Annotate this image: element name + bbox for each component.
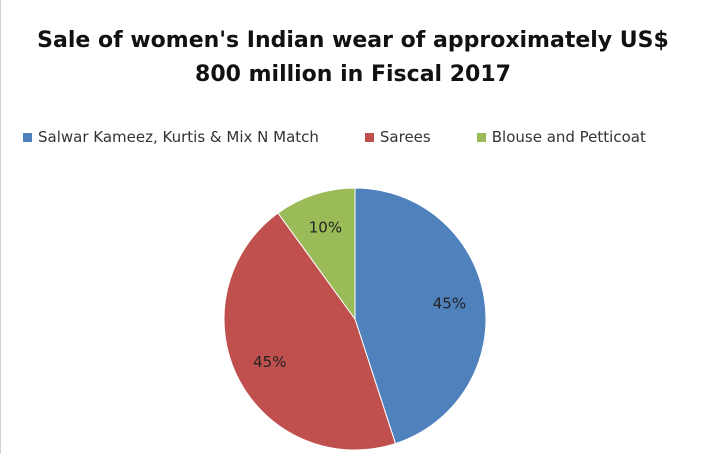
legend: Salwar Kameez, Kurtis & Mix N Match Saree… [23,128,646,146]
legend-entry: Blouse and Petticoat [476,128,646,146]
legend-swatch [364,132,374,142]
legend-entry: Salwar Kameez, Kurtis & Mix N Match [23,128,319,146]
data-label: 10% [309,219,342,237]
legend-label: Salwar Kameez, Kurtis & Mix N Match [38,128,319,146]
chart-title: Sale of women's Indian wear of approxima… [37,28,669,87]
pie-slice [223,212,397,451]
legend-label: Sarees [379,128,431,146]
data-label: 45% [253,353,286,371]
pie-slice [277,187,356,321]
pie-slice [354,187,487,445]
data-label: 45% [433,295,466,313]
legend-swatch [23,132,32,142]
legend-entry: Sarees [364,128,431,146]
legend-swatch [476,132,486,142]
legend-label: Blouse and Petticoat [491,128,646,146]
